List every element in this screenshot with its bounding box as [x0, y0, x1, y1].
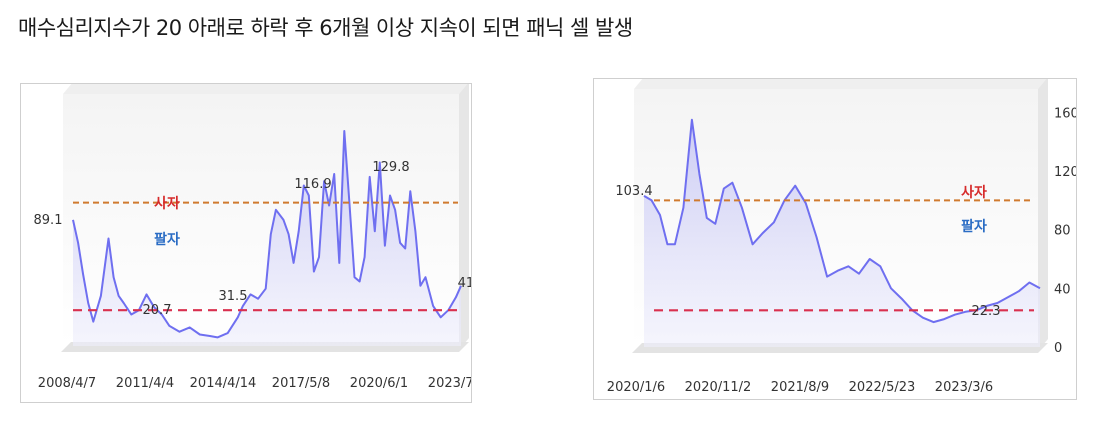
x-tick-label: 2017/5/8	[272, 376, 330, 391]
plot-side-wall	[1038, 79, 1048, 351]
data-label: 41.	[458, 276, 471, 291]
annotation-seller: 사자	[154, 196, 180, 212]
data-label: 20.7	[143, 303, 172, 318]
x-tick-label: 2020/1/6	[607, 380, 665, 395]
chart-right: 0 40 80 120 160 2020/1/6 2020/11/2 2021/8/9 2022…	[607, 79, 1076, 395]
series-area	[73, 131, 461, 346]
y-tick-label: 0	[1054, 341, 1062, 356]
y-tick-label: 160	[1054, 106, 1076, 121]
x-tick-label: 2014/4/14	[190, 376, 257, 391]
data-label: 89.1	[34, 213, 63, 228]
data-label: 31.5	[219, 289, 248, 304]
data-label: 129.8	[372, 160, 409, 175]
data-label: 116.9	[294, 177, 331, 192]
y-tick-label: 40	[1054, 282, 1071, 297]
x-tick-label: 2011/4/4	[116, 376, 174, 391]
data-label: 103.4	[615, 184, 652, 199]
chart-left: 040801201602008/4/72011/4/42014/4/142017…	[34, 84, 471, 391]
plot-wall-top	[63, 84, 468, 94]
x-tick-label: 2020/11/2	[685, 380, 752, 395]
y-tick-label: 120	[1054, 165, 1076, 180]
annotation-buyer: 팔자	[961, 218, 987, 235]
series-line	[72, 130, 462, 339]
x-tick-label: 2021/8/9	[771, 380, 829, 395]
annotation-seller: 사자	[961, 185, 987, 201]
page-title: 매수심리지수가 20 아래로 하락 후 6개월 이상 지속이 되면 패닉 셀 발…	[18, 16, 633, 40]
x-tick-label: 2023/3/6	[935, 380, 993, 395]
x-tick-label: 2008/4/7	[38, 376, 96, 391]
plot-side-wall	[459, 84, 469, 350]
data-label: 22.3	[972, 304, 1001, 319]
x-tick-label: 2023/7/3	[428, 376, 471, 391]
series-area	[644, 119, 1040, 347]
x-tick-label: 2020/6/1	[350, 376, 408, 391]
plot-wall-top	[634, 79, 1047, 89]
x-tick-label: 2022/5/23	[849, 380, 916, 395]
y-tick-label: 80	[1054, 224, 1071, 239]
chart-panel-left: 040801201602008/4/72011/4/42014/4/142017…	[20, 83, 472, 403]
chart-panel-right: 0 40 80 120 160 2020/1/6 2020/11/2 2021/8/9 2022…	[593, 78, 1077, 400]
annotation-buyer: 팔자	[154, 231, 180, 248]
